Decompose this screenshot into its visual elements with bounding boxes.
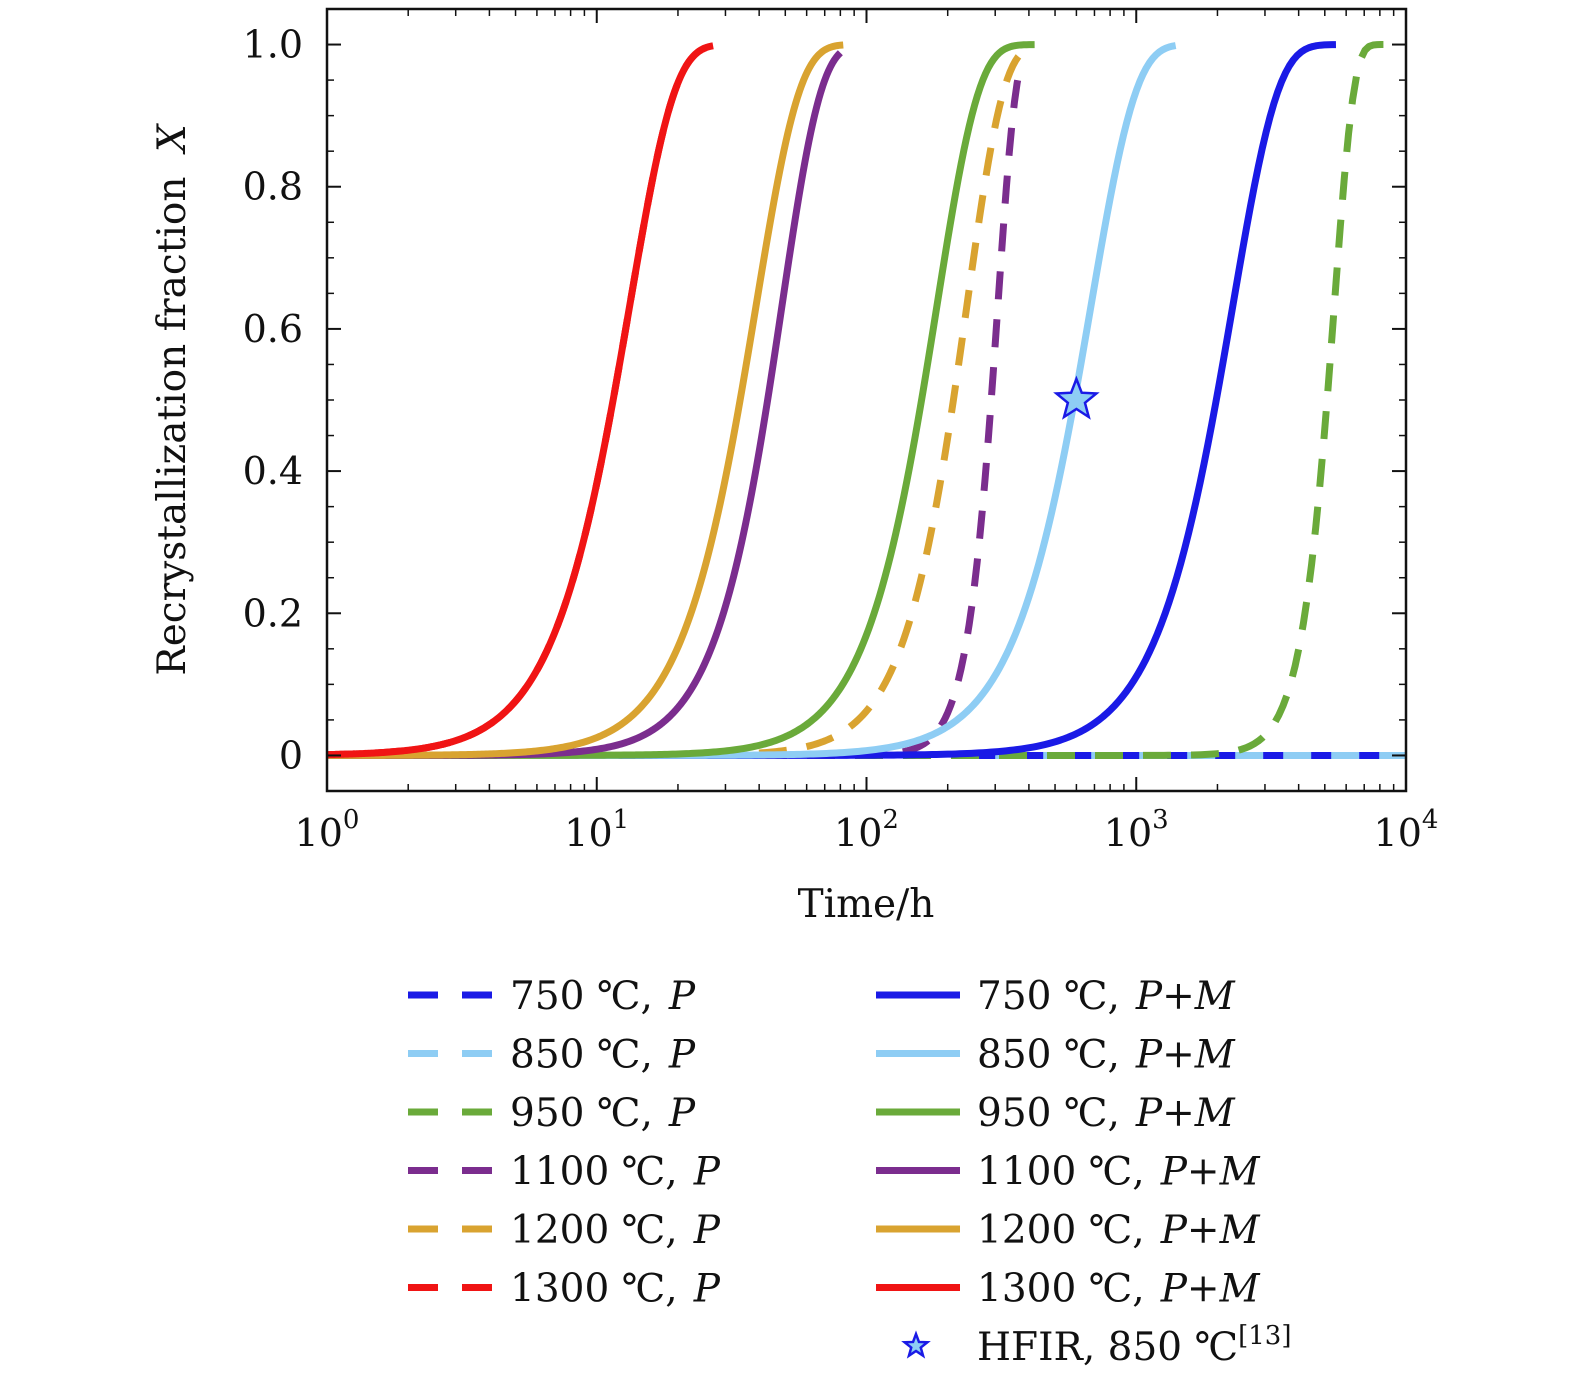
legend-entry: 750 ℃, P+M	[876, 974, 1236, 1019]
legend-label: 1300 ℃, P+M	[977, 1267, 1261, 1312]
x-tick-label: 101	[564, 805, 629, 855]
hfir-star-marker	[1053, 375, 1100, 420]
legend-label: 950 ℃, P+M	[977, 1091, 1236, 1136]
legend-entry: 1100 ℃, P+M	[876, 1150, 1261, 1195]
series-line-12	[327, 42, 716, 759]
legend-label: 850 ℃, P+M	[977, 1033, 1236, 1078]
y-tick-label: 0.8	[243, 165, 303, 209]
plot-frame	[325, 7, 1408, 793]
legend: 750 ℃, P 850 ℃, P 950 ℃, P 1100 ℃, P 1200 ℃, P 130…	[408, 974, 1291, 1370]
legend-label: 1100 ℃, P+M	[977, 1150, 1261, 1195]
legend-label: 1200 ℃, P	[510, 1208, 721, 1253]
legend-entry: 1300 ℃, P+M	[876, 1267, 1261, 1312]
series-line-11	[327, 41, 845, 759]
legend-entry: 950 ℃, P+M	[876, 1091, 1236, 1136]
legend-star-icon	[901, 1330, 931, 1359]
series-line-8	[327, 42, 1177, 759]
legend-label: 850 ℃, P	[510, 1033, 696, 1078]
legend-entry: 1200 ℃, P+M	[876, 1208, 1261, 1253]
legend-label: 1300 ℃, P	[510, 1267, 721, 1312]
y-tick-label: 0	[279, 733, 303, 777]
y-tick-label: 1.0	[243, 23, 303, 67]
y-tick-label: 0.2	[243, 591, 303, 635]
y-tick-label: 0.6	[243, 307, 303, 351]
legend-entry-marker: HFIR, 850 ℃[13]	[901, 1321, 1291, 1370]
x-tick-label: 100	[295, 805, 360, 855]
x-tick-label: 102	[834, 805, 899, 855]
legend-label: 1200 ℃, P+M	[977, 1208, 1261, 1253]
x-axis-label: Time/h	[798, 882, 935, 927]
x-tick-label: 103	[1104, 805, 1169, 855]
y-tick-label: 0.4	[243, 449, 303, 493]
legend-entry: 750 ℃, P	[408, 974, 696, 1019]
y-axis-label-symbol: X	[150, 122, 195, 155]
plot-area	[327, 41, 1406, 759]
legend-entry: 850 ℃, P+M	[876, 1033, 1236, 1078]
legend-label: HFIR, 850 ℃[13]	[977, 1321, 1291, 1370]
legend-entry: 850 ℃, P	[408, 1033, 696, 1078]
legend-label: 1100 ℃, P	[510, 1150, 721, 1195]
y-axis: 0 0.2 0.4 0.6 0.8 1.0	[243, 23, 1406, 777]
legend-entry: 1300 ℃, P	[408, 1267, 721, 1312]
curves	[327, 41, 1406, 759]
series-line-7	[327, 41, 1337, 759]
y-axis-label-text: Recrystallization fraction	[150, 176, 195, 675]
legend-entry: 950 ℃, P	[408, 1091, 696, 1136]
legend-entry: 1100 ℃, P	[408, 1150, 721, 1195]
x-tick-label: 104	[1374, 805, 1439, 855]
legend-label: 750 ℃, P+M	[977, 974, 1236, 1019]
legend-entry: 1200 ℃, P	[408, 1208, 721, 1253]
legend-label: 750 ℃, P	[510, 974, 696, 1019]
series-line-10	[327, 50, 843, 759]
x-axis: 100 101 102 103 104	[295, 9, 1439, 855]
legend-label: 950 ℃, P	[510, 1091, 696, 1136]
y-axis-label: Recrystallization fraction X	[150, 122, 195, 676]
